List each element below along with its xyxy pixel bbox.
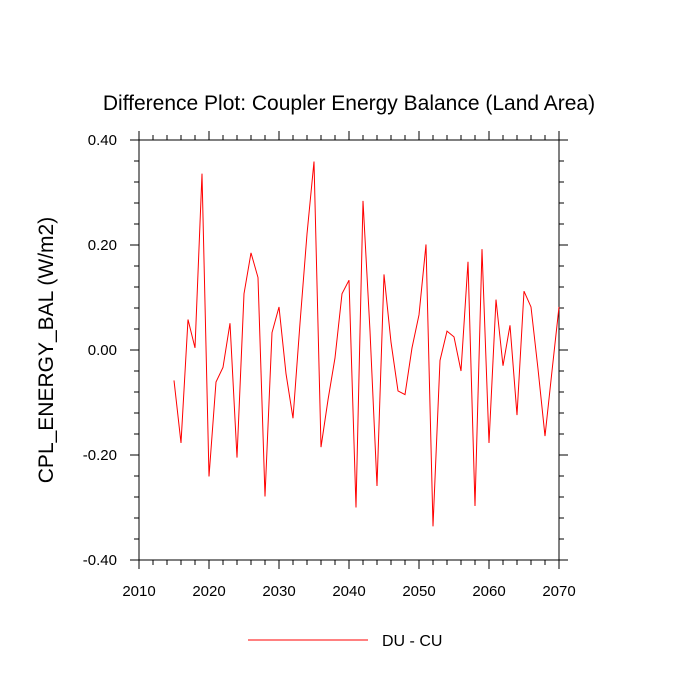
y-tick-label: 0.00 xyxy=(88,342,117,359)
y-tick-label: -0.40 xyxy=(83,552,117,569)
legend-label: DU - CU xyxy=(382,633,442,650)
x-tick-labels: 2010 2020 2030 2040 2050 2060 2070 xyxy=(122,583,575,600)
series-layer xyxy=(173,161,560,527)
y-tick-labels: -0.40 -0.20 0.00 0.20 0.40 xyxy=(83,132,117,569)
legend: DU - CU xyxy=(248,633,442,650)
y-tick-label: 0.20 xyxy=(88,237,117,254)
x-tick-label: 2050 xyxy=(402,583,435,600)
x-tick-label: 2010 xyxy=(122,583,155,600)
x-tick-label: 2060 xyxy=(472,583,505,600)
x-tick-label: 2040 xyxy=(332,583,365,600)
chart-title: Difference Plot: Coupler Energy Balance … xyxy=(103,92,595,115)
y-tick-label: -0.20 xyxy=(83,447,117,464)
plot-frame xyxy=(138,139,560,561)
axis-ticks xyxy=(130,131,568,569)
y-axis-label: CPL_ENERGY_BAL (W/m2) xyxy=(35,217,58,483)
x-tick-label: 2020 xyxy=(192,583,225,600)
series-line xyxy=(173,161,560,527)
x-tick-label: 2030 xyxy=(262,583,295,600)
y-tick-label: 0.40 xyxy=(88,132,117,149)
x-tick-label: 2070 xyxy=(542,583,575,600)
